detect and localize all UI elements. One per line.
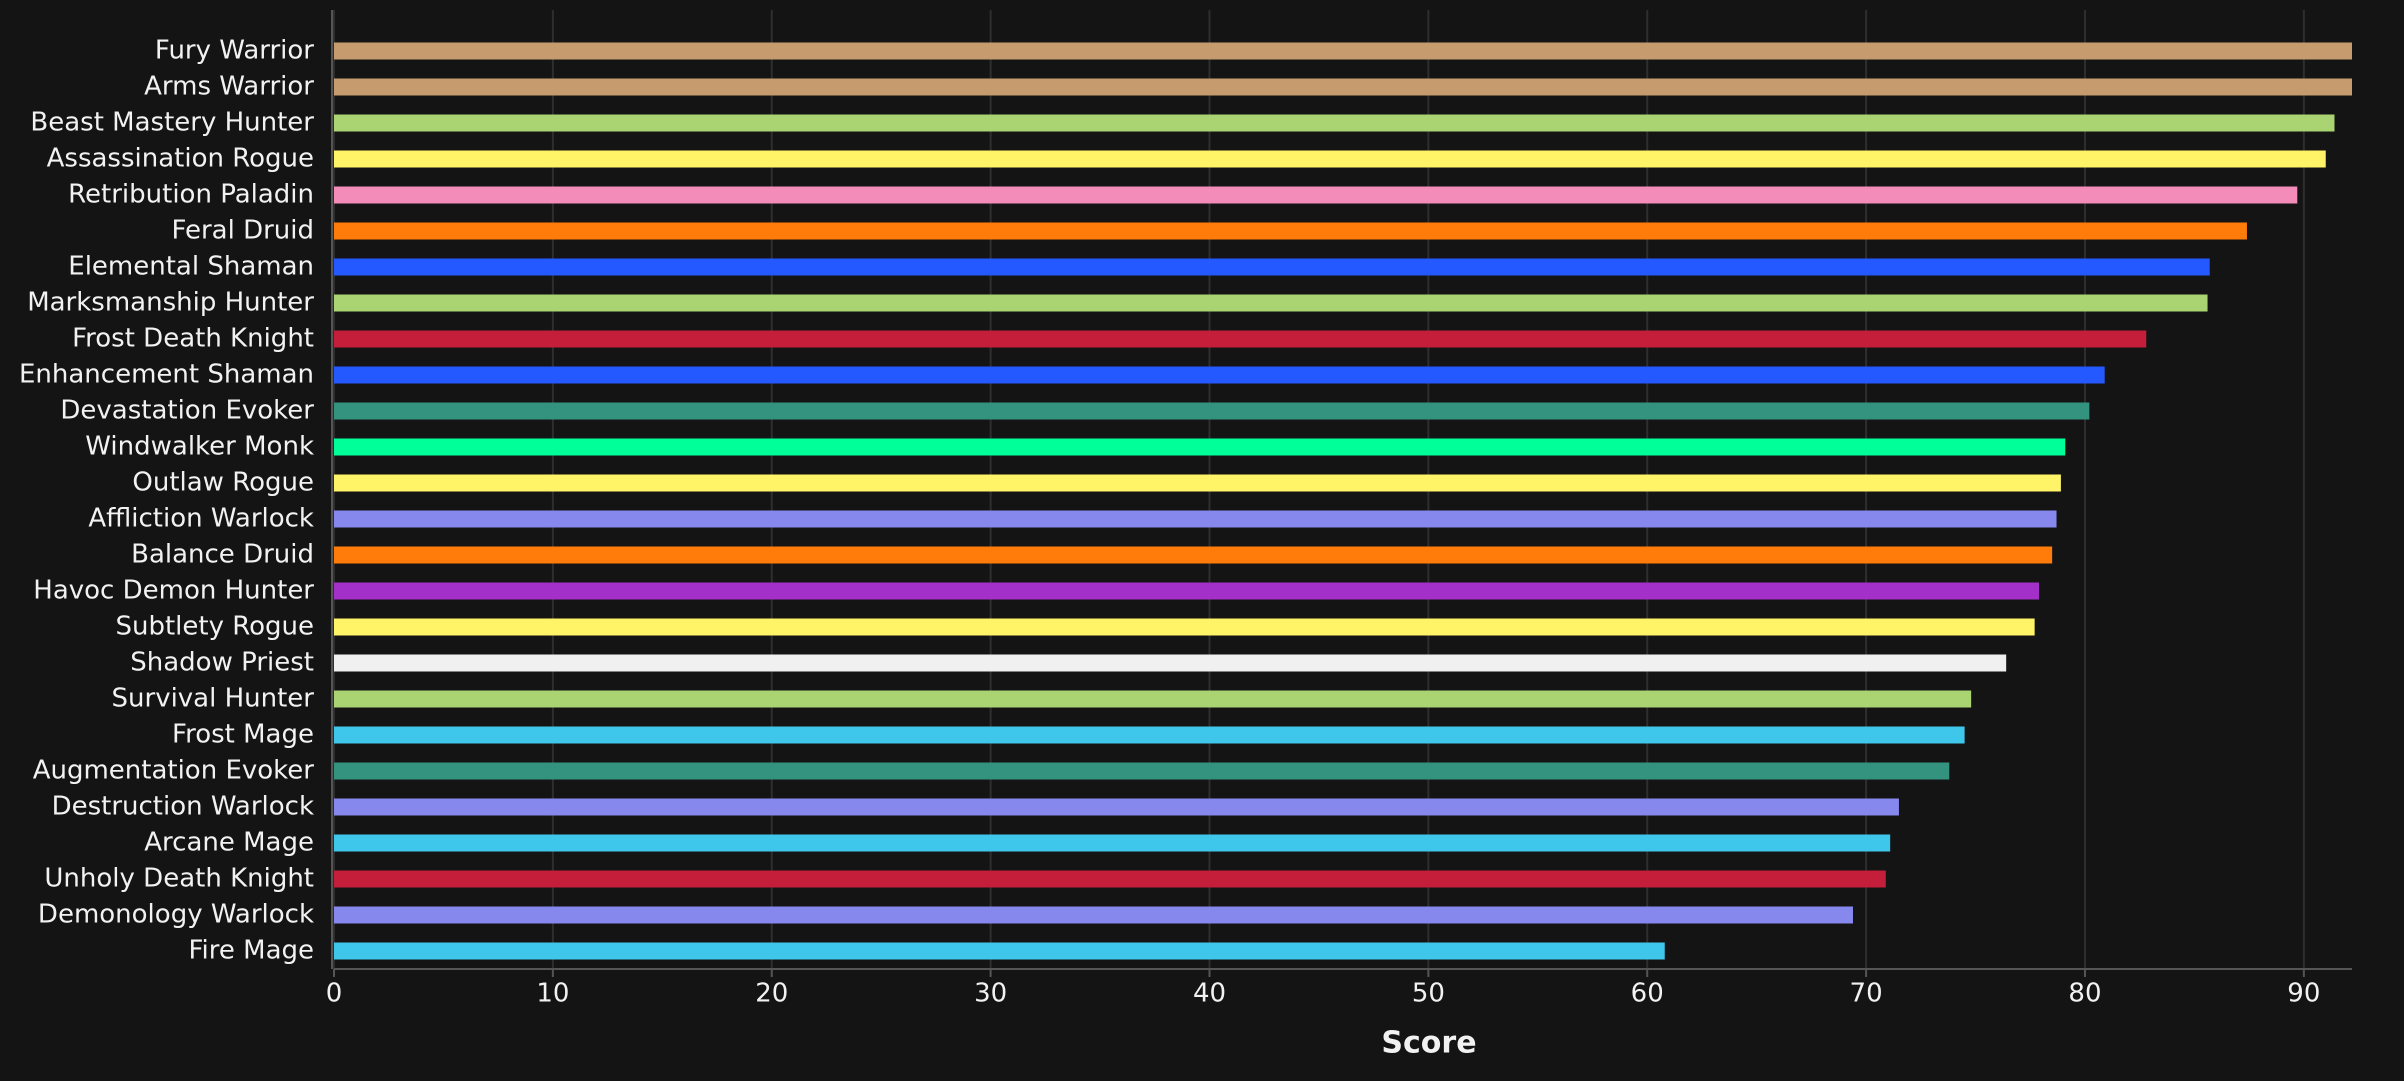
bar bbox=[334, 834, 1891, 852]
bar bbox=[334, 294, 2208, 312]
y-tick-label: Assassination Rogue bbox=[47, 144, 314, 174]
bar bbox=[334, 150, 2326, 168]
y-tick-label: Shadow Priest bbox=[130, 648, 314, 678]
bar bbox=[334, 222, 2247, 240]
y-tick-label: Outlaw Rogue bbox=[132, 468, 314, 498]
bar bbox=[334, 618, 2035, 636]
bar bbox=[334, 906, 1853, 924]
x-tick-label: 80 bbox=[2068, 979, 2101, 1009]
x-tick-label: 50 bbox=[1412, 979, 1445, 1009]
y-tick-label: Windwalker Monk bbox=[85, 432, 314, 462]
bar bbox=[334, 798, 1899, 816]
bar bbox=[334, 582, 2040, 600]
bar bbox=[334, 186, 2298, 204]
bar bbox=[334, 546, 2053, 564]
y-tick-label: Arms Warrior bbox=[144, 72, 314, 102]
x-tick-label: 30 bbox=[974, 979, 1007, 1009]
bar bbox=[334, 402, 2090, 420]
y-tick-label: Affliction Warlock bbox=[88, 504, 314, 534]
y-tick-label: Destruction Warlock bbox=[52, 792, 314, 822]
bar bbox=[334, 258, 2210, 276]
y-tick-label: Devastation Evoker bbox=[60, 396, 314, 426]
x-tick-label: 40 bbox=[1193, 979, 1226, 1009]
y-tick-label: Frost Mage bbox=[172, 720, 314, 750]
x-tick-label: 60 bbox=[1631, 979, 1664, 1009]
y-tick-label: Survival Hunter bbox=[112, 684, 315, 714]
x-tick-label: 20 bbox=[755, 979, 788, 1009]
x-tick-label: 0 bbox=[326, 979, 343, 1009]
bar bbox=[334, 42, 2352, 60]
bar bbox=[334, 762, 1950, 780]
bar bbox=[334, 78, 2352, 96]
y-tick-label: Enhancement Shaman bbox=[19, 360, 314, 390]
y-tick-label: Feral Druid bbox=[171, 216, 314, 246]
y-tick-label: Elemental Shaman bbox=[68, 252, 314, 282]
y-tick-label: Demonology Warlock bbox=[38, 900, 314, 930]
y-tick-label: Augmentation Evoker bbox=[33, 756, 315, 786]
x-tick-label: 10 bbox=[536, 979, 569, 1009]
y-tick-label: Retribution Paladin bbox=[68, 180, 314, 210]
y-tick-label: Subtlety Rogue bbox=[115, 612, 314, 642]
y-tick-label: Fury Warrior bbox=[155, 36, 314, 66]
bar bbox=[334, 114, 2335, 132]
bar bbox=[334, 438, 2066, 456]
y-tick-label: Arcane Mage bbox=[144, 828, 314, 858]
x-tick-label: 90 bbox=[2287, 979, 2320, 1009]
x-tick-label: 70 bbox=[1850, 979, 1883, 1009]
y-tick-label: Marksmanship Hunter bbox=[27, 288, 314, 318]
bar bbox=[334, 654, 2007, 672]
bar bbox=[334, 330, 2147, 348]
bar bbox=[334, 474, 2061, 492]
bar bbox=[334, 942, 1665, 960]
y-tick-label: Havoc Demon Hunter bbox=[33, 576, 314, 606]
y-tick-label: Unholy Death Knight bbox=[44, 864, 314, 894]
y-tick-label: Balance Druid bbox=[131, 540, 314, 570]
bar bbox=[334, 726, 1965, 744]
bar bbox=[334, 366, 2105, 384]
bar bbox=[334, 690, 1972, 708]
y-tick-label: Fire Mage bbox=[188, 936, 314, 966]
y-tick-label: Beast Mastery Hunter bbox=[30, 108, 314, 138]
bar bbox=[334, 870, 1886, 888]
x-axis-title: Score bbox=[1381, 1026, 1476, 1061]
bar bbox=[334, 510, 2057, 528]
y-tick-label: Frost Death Knight bbox=[72, 324, 314, 354]
